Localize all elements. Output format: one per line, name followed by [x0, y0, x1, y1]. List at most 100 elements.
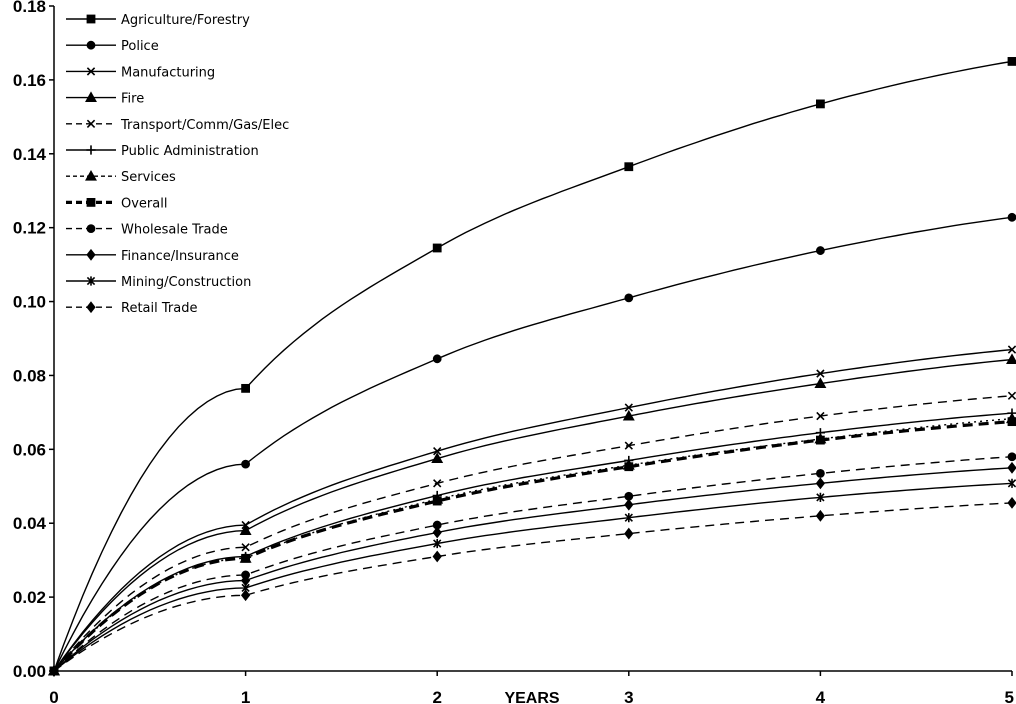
- legend-label: Agriculture/Forestry: [121, 13, 250, 28]
- data-point: [432, 526, 442, 539]
- data-point: [239, 524, 252, 536]
- legend-swatch-marker: [85, 91, 97, 102]
- data-point: [433, 538, 442, 549]
- legend-swatch-marker: [86, 14, 96, 24]
- data-point: [1007, 478, 1016, 488]
- series-line: [53, 216, 1013, 672]
- data-point: [241, 553, 250, 563]
- legend-label: Wholesale Trade: [121, 223, 228, 238]
- legend-label: Police: [121, 39, 159, 54]
- data-point: [624, 513, 633, 523]
- legend-item: Transport/Comm/Gas/Elec: [66, 118, 289, 133]
- series-wholesale-trade: [49, 452, 1016, 676]
- legend-item: Police: [66, 39, 159, 54]
- legend-label: Transport/Comm/Gas/Elec: [120, 118, 289, 133]
- data-point: [1007, 212, 1016, 222]
- data-point: [1007, 497, 1016, 509]
- data-point: [432, 496, 442, 506]
- legend-item: Fire: [66, 91, 144, 107]
- series-mining-construction: [49, 478, 1016, 676]
- series-line: [52, 420, 1013, 673]
- x-axis-label: YEARS: [504, 690, 559, 704]
- legend-swatch-marker: [86, 198, 96, 207]
- data-point: [240, 589, 251, 602]
- data-point: [1006, 353, 1016, 364]
- series-fire: [48, 353, 1016, 676]
- legend-label: Fire: [121, 92, 144, 107]
- data-point: [432, 354, 442, 364]
- y-tick-label: 0.18: [13, 0, 46, 16]
- legend-item: Agriculture/Forestry: [66, 13, 250, 28]
- data-point: [815, 509, 826, 522]
- legend-swatch-marker: [86, 40, 96, 50]
- data-point: [433, 479, 442, 488]
- y-tick-label: 0.14: [13, 145, 47, 164]
- data-point: [624, 491, 634, 501]
- x-tick-label: 5: [1005, 688, 1014, 704]
- y-tick-label: 0.06: [13, 440, 46, 459]
- data-point: [1007, 391, 1016, 400]
- data-point: [816, 369, 825, 378]
- y-tick-label: 0.00: [13, 662, 46, 681]
- y-tick-label: 0.08: [13, 366, 46, 385]
- data-point: [624, 293, 634, 303]
- series-finance-insurance: [49, 461, 1016, 677]
- series-retail-trade: [49, 497, 1016, 677]
- legend-item: Retail Trade: [66, 301, 197, 316]
- y-tick-label: 0.02: [13, 588, 46, 607]
- y-ticks: 0.00 0.02 0.04 0.06 0.08 0.10 0.12 0.14 0.16 0.18: [13, 0, 54, 681]
- data-point: [624, 162, 634, 172]
- series-line: [53, 60, 1013, 672]
- legend-swatch-marker: [86, 248, 96, 261]
- legend-item: Finance/Insurance: [66, 249, 239, 264]
- legend-item: Wholesale Trade: [66, 223, 228, 238]
- legend-label: Services: [121, 170, 176, 185]
- data-point: [432, 243, 442, 253]
- legend-label: Manufacturing: [121, 65, 215, 80]
- data-point: [624, 441, 633, 450]
- legend-swatch-marker: [86, 224, 96, 233]
- data-point: [241, 543, 250, 552]
- data-point: [816, 246, 825, 255]
- data-point: [241, 459, 250, 469]
- x-tick-label: 0: [49, 688, 58, 704]
- series-line: [53, 482, 1013, 672]
- data-point: [622, 409, 635, 421]
- data-point: [1007, 417, 1016, 427]
- legend-swatch-marker: [86, 301, 96, 314]
- y-tick-label: 0.16: [13, 71, 46, 90]
- data-point: [49, 665, 59, 677]
- legend-label: Finance/Insurance: [121, 249, 239, 264]
- legend-swatch-marker: [85, 169, 97, 181]
- x-tick-label: 3: [624, 688, 633, 704]
- series-agriculture-forestry: [49, 57, 1016, 676]
- legend-swatch-marker: [86, 67, 96, 76]
- data-point: [816, 492, 825, 502]
- legend-swatch-marker: [86, 119, 96, 128]
- legend-label: Retail Trade: [121, 301, 197, 316]
- x-tick-label: 2: [432, 688, 441, 704]
- series-line: [53, 456, 1013, 672]
- data-point: [815, 435, 825, 445]
- legend-item: Mining/Construction: [66, 275, 251, 290]
- y-tick-label: 0.10: [13, 293, 46, 312]
- series-line: [53, 418, 1013, 672]
- data-point: [241, 383, 250, 393]
- legend-item: Manufacturing: [66, 65, 215, 80]
- series-line: [53, 358, 1013, 672]
- data-point: [624, 403, 633, 412]
- series-line: [53, 502, 1013, 672]
- y-tick-label: 0.04: [13, 514, 47, 533]
- data-point: [432, 550, 442, 563]
- data-point: [624, 462, 634, 472]
- legend-label: Overall: [121, 196, 167, 211]
- legend-item: Overall: [66, 196, 167, 211]
- data-point: [624, 527, 634, 540]
- data-point: [1007, 57, 1016, 66]
- legend-item: Services: [66, 169, 176, 185]
- y-tick-label: 0.12: [13, 219, 46, 238]
- data-point: [433, 447, 442, 456]
- legend-label: Public Administration: [121, 144, 259, 159]
- data-point: [816, 411, 825, 421]
